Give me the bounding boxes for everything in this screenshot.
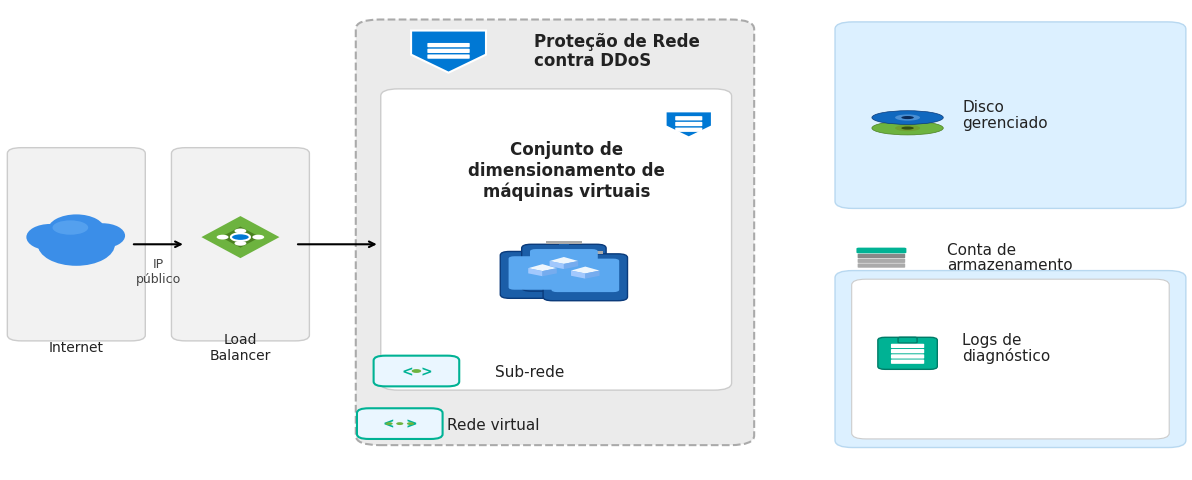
Polygon shape <box>221 227 260 248</box>
Ellipse shape <box>48 215 105 246</box>
FancyBboxPatch shape <box>877 337 937 370</box>
Circle shape <box>406 422 414 425</box>
Ellipse shape <box>38 223 114 266</box>
Text: Rede virtual: Rede virtual <box>447 417 540 432</box>
Polygon shape <box>528 264 557 272</box>
FancyBboxPatch shape <box>355 21 755 445</box>
Ellipse shape <box>26 225 74 251</box>
FancyBboxPatch shape <box>836 23 1186 209</box>
Text: Internet: Internet <box>49 340 104 354</box>
Polygon shape <box>564 262 578 269</box>
Polygon shape <box>528 269 542 276</box>
FancyBboxPatch shape <box>544 254 627 301</box>
Ellipse shape <box>871 122 943 136</box>
Text: <: < <box>401 364 412 378</box>
Text: Disco: Disco <box>962 100 1004 115</box>
FancyBboxPatch shape <box>552 259 619 292</box>
FancyBboxPatch shape <box>380 90 732 390</box>
Circle shape <box>253 235 265 240</box>
FancyBboxPatch shape <box>428 44 470 48</box>
Circle shape <box>217 235 229 240</box>
Text: Sub-rede: Sub-rede <box>495 364 564 379</box>
Circle shape <box>235 229 247 234</box>
Polygon shape <box>201 216 279 259</box>
Bar <box>581 254 590 261</box>
Polygon shape <box>571 267 600 274</box>
Circle shape <box>396 422 403 425</box>
Text: >: > <box>420 364 432 378</box>
Bar <box>524 249 560 252</box>
FancyBboxPatch shape <box>356 408 442 439</box>
FancyBboxPatch shape <box>890 355 924 359</box>
Circle shape <box>235 241 247 246</box>
Text: Load
Balancer: Load Balancer <box>210 332 271 362</box>
Polygon shape <box>411 32 486 73</box>
FancyBboxPatch shape <box>509 257 577 290</box>
FancyBboxPatch shape <box>675 128 702 132</box>
Ellipse shape <box>52 221 88 235</box>
Text: >: > <box>405 417 417 431</box>
FancyBboxPatch shape <box>172 148 310 341</box>
Ellipse shape <box>871 111 943 125</box>
FancyBboxPatch shape <box>851 280 1169 439</box>
FancyBboxPatch shape <box>890 360 924 364</box>
Bar <box>567 252 603 254</box>
Text: IP
público: IP público <box>136 257 181 285</box>
Text: gerenciado: gerenciado <box>962 116 1048 131</box>
FancyBboxPatch shape <box>522 245 606 291</box>
FancyBboxPatch shape <box>530 250 597 283</box>
Text: Conta de: Conta de <box>946 242 1016 257</box>
FancyBboxPatch shape <box>890 349 924 354</box>
FancyBboxPatch shape <box>501 252 585 299</box>
FancyBboxPatch shape <box>857 254 905 259</box>
Polygon shape <box>550 257 578 264</box>
FancyBboxPatch shape <box>373 356 459 386</box>
Polygon shape <box>571 271 585 279</box>
Text: armazenamento: armazenamento <box>946 257 1073 272</box>
Text: contra DDoS: contra DDoS <box>534 52 651 70</box>
Polygon shape <box>585 271 600 279</box>
Ellipse shape <box>901 127 914 131</box>
FancyBboxPatch shape <box>890 344 924 348</box>
FancyBboxPatch shape <box>857 259 905 264</box>
Text: Logs de: Logs de <box>962 333 1022 348</box>
FancyBboxPatch shape <box>675 122 702 127</box>
Text: Proteção de Rede: Proteção de Rede <box>534 33 700 51</box>
Ellipse shape <box>895 126 920 132</box>
Polygon shape <box>665 112 712 138</box>
Circle shape <box>411 369 421 373</box>
Text: <: < <box>383 417 393 431</box>
Ellipse shape <box>901 117 914 120</box>
FancyBboxPatch shape <box>428 49 470 54</box>
Text: diagnóstico: diagnóstico <box>962 348 1050 363</box>
Bar <box>538 252 547 258</box>
Text: Conjunto de
dimensionamento de
máquinas virtuais: Conjunto de dimensionamento de máquinas … <box>467 141 665 201</box>
FancyBboxPatch shape <box>856 248 906 254</box>
FancyBboxPatch shape <box>836 271 1186 447</box>
Bar <box>559 244 569 251</box>
FancyBboxPatch shape <box>898 337 917 343</box>
FancyBboxPatch shape <box>428 55 470 60</box>
Polygon shape <box>542 269 557 276</box>
FancyBboxPatch shape <box>857 264 905 268</box>
Bar <box>546 242 582 245</box>
Polygon shape <box>550 262 564 269</box>
Circle shape <box>385 422 392 425</box>
Ellipse shape <box>80 224 125 249</box>
FancyBboxPatch shape <box>7 148 145 341</box>
Circle shape <box>231 234 250 241</box>
Ellipse shape <box>895 115 920 121</box>
FancyBboxPatch shape <box>675 117 702 121</box>
